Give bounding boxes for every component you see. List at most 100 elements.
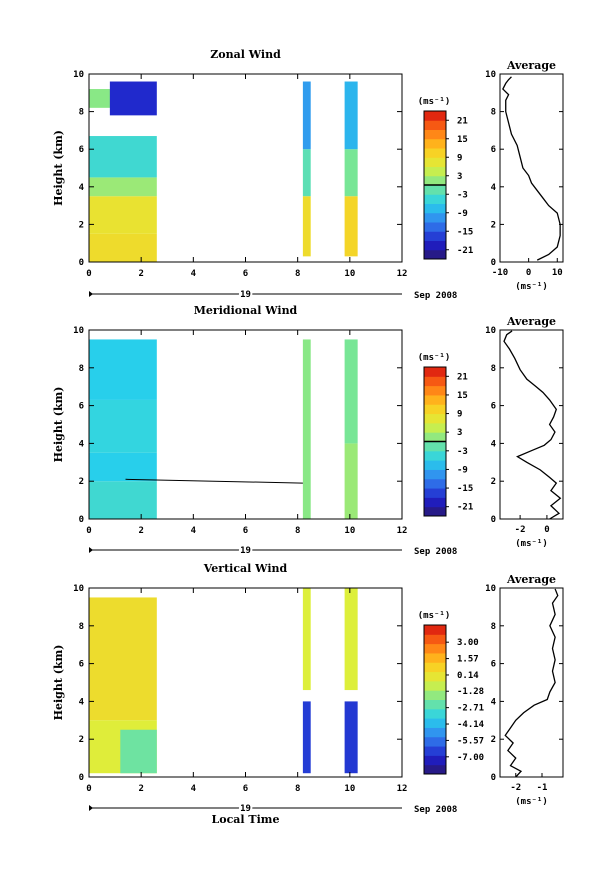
data-cell: [89, 399, 157, 453]
x-tick-label: 4: [191, 784, 197, 794]
colorbar-swatch: [424, 385, 446, 396]
average-y-tick-label: 6: [491, 660, 496, 670]
average-y-tick-label: 4: [491, 183, 497, 193]
colorbar-swatch: [424, 212, 446, 223]
panel-title: Zonal Wind: [210, 48, 281, 61]
date-month-label: Sep 2008: [414, 805, 457, 815]
x-tick-label: 10: [344, 269, 355, 279]
average-x-tick-label: 0: [526, 268, 531, 278]
data-cell: [89, 481, 157, 519]
colorbar-tick-label: 15: [457, 135, 468, 145]
date-day-label: 19: [240, 290, 251, 300]
average-y-tick-label: 10: [485, 584, 496, 594]
average-y-tick-label: 2: [491, 477, 496, 487]
y-tick-label: 4: [79, 439, 85, 449]
average-y-tick-label: 4: [491, 439, 497, 449]
average-title: Average: [506, 315, 556, 328]
colorbar-swatch: [424, 488, 446, 498]
colorbar-tick-label: -15: [457, 227, 473, 237]
colorbar-swatch: [424, 469, 446, 480]
data-cell: [89, 452, 157, 482]
average-profile-line: [502, 76, 561, 261]
colorbar-tick-label: 1.57: [457, 655, 479, 665]
average-frame: [499, 73, 564, 263]
average-y-tick-label: 8: [491, 622, 496, 632]
colorbar-tick-label: 9: [457, 410, 462, 420]
date-axis-start-marker: [89, 547, 93, 553]
colorbar-swatch: [424, 249, 446, 260]
colorbar-swatch: [424, 120, 446, 130]
colorbar-swatch: [424, 625, 446, 635]
y-tick-label: 8: [79, 108, 84, 118]
average-x-tick-label: -10: [492, 268, 508, 278]
x-tick-label: 0: [86, 784, 91, 794]
data-cell: [344, 149, 358, 197]
y-tick-label: 2: [79, 735, 84, 745]
colorbar-swatch: [424, 166, 446, 177]
average-y-tick-label: 0: [491, 515, 496, 525]
x-tick-label: 2: [138, 784, 143, 794]
average-y-tick-label: 0: [491, 258, 496, 268]
colorbar-swatch: [424, 497, 446, 508]
y-tick-label: 6: [79, 145, 84, 155]
colorbar-swatch: [424, 450, 446, 461]
y-tick-label: 4: [79, 183, 85, 193]
data-cell: [89, 136, 157, 178]
y-tick-label: 10: [73, 326, 84, 336]
x-tick-label: 4: [191, 269, 197, 279]
colorbar-swatch: [424, 422, 446, 433]
colorbar-tick-label: -5.57: [457, 736, 484, 746]
colorbar-swatch: [424, 634, 446, 645]
colorbar-tick-label: -4.14: [457, 720, 485, 730]
data-cell: [344, 588, 358, 691]
data-cell: [302, 81, 311, 150]
data-cell: [344, 443, 358, 519]
colorbar-swatch: [424, 413, 446, 424]
data-cell: [302, 339, 311, 519]
colorbar-swatch: [424, 478, 446, 489]
colorbar-swatch: [424, 240, 446, 251]
data-cell: [89, 233, 157, 262]
y-tick-label: 8: [79, 622, 84, 632]
colorbar-tick-label: 15: [457, 391, 468, 401]
data-cell: [302, 149, 311, 197]
colorbar-unit-label: (ms⁻¹): [418, 97, 451, 107]
colorbar-swatch: [424, 194, 446, 204]
average-y-tick-label: 8: [491, 108, 496, 118]
colorbar-swatch: [424, 755, 446, 766]
x-axis-label: Local Time: [212, 813, 280, 826]
average-x-tick-label: -2: [510, 783, 521, 793]
colorbar-swatch: [424, 671, 446, 682]
x-tick-label: 4: [191, 526, 197, 536]
x-tick-label: 6: [243, 526, 248, 536]
colorbar-tick-label: -2.71: [457, 704, 484, 714]
colorbar-swatch: [424, 138, 446, 149]
x-tick-label: 8: [295, 784, 300, 794]
colorbar-swatch: [424, 157, 446, 167]
y-axis-label: Height (km): [52, 130, 65, 206]
data-cell: [109, 81, 157, 116]
y-tick-label: 0: [79, 258, 84, 268]
colorbar-frame: [423, 624, 447, 775]
colorbar-swatch: [424, 222, 446, 232]
colorbar-tick-label: 21: [457, 116, 468, 126]
colorbar-tick-label: -3: [457, 190, 468, 200]
data-cell: [344, 81, 358, 150]
colorbar-swatch: [424, 185, 446, 195]
colorbar-tick-label: 0.14: [457, 671, 479, 681]
data-cell: [302, 588, 311, 691]
average-y-tick-label: 0: [491, 773, 496, 783]
date-month-label: Sep 2008: [414, 291, 457, 301]
panel-title: Meridional Wind: [194, 304, 298, 317]
y-tick-label: 2: [79, 477, 84, 487]
colorbar-swatch: [424, 460, 446, 470]
average-x-tick-label: -1: [537, 783, 548, 793]
data-cell: [89, 597, 157, 721]
y-tick-label: 4: [79, 697, 85, 707]
average-x-tick-label: 0: [544, 525, 549, 535]
colorbar-swatch: [424, 367, 446, 377]
average-profile-line: [504, 588, 559, 778]
colorbar-swatch: [424, 506, 446, 517]
colorbar-swatch: [424, 129, 446, 140]
contour-line: [125, 478, 303, 484]
